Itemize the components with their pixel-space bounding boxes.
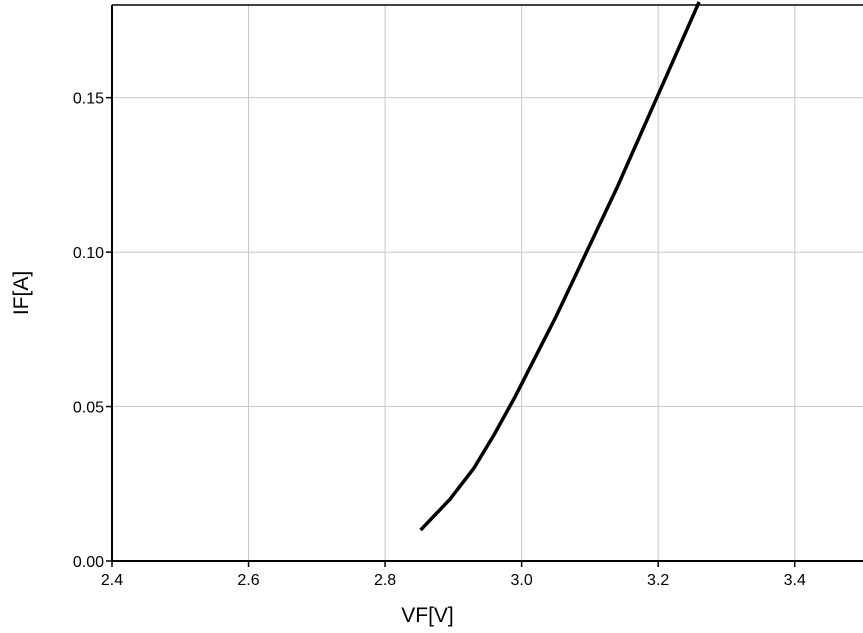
y-axis-label: IF[A]	[10, 271, 33, 315]
y-tick-label: 0.00	[73, 554, 104, 571]
x-axis-label: VF[V]	[401, 604, 454, 627]
grid-layer	[112, 5, 863, 561]
series-line	[419, 1, 701, 532]
y-tick-label: 0.15	[73, 91, 104, 108]
x-tick-label: 2.4	[101, 572, 123, 589]
x-tick-label: 3.2	[647, 572, 669, 589]
y-tick-label: 0.10	[73, 245, 104, 262]
y-tick-label: 0.05	[73, 400, 104, 417]
x-tick-label: 3.4	[784, 572, 806, 589]
x-tick-label: 2.8	[374, 572, 396, 589]
axes-layer	[106, 4, 863, 567]
series-layer	[419, 1, 701, 532]
x-tick-label: 3.0	[511, 572, 533, 589]
x-tick-label: 2.6	[237, 572, 259, 589]
tick-labels: 2.4 2.6 2.8 3.0 3.2 3.4 0.00 0.05 0.10 0.15	[73, 91, 806, 589]
